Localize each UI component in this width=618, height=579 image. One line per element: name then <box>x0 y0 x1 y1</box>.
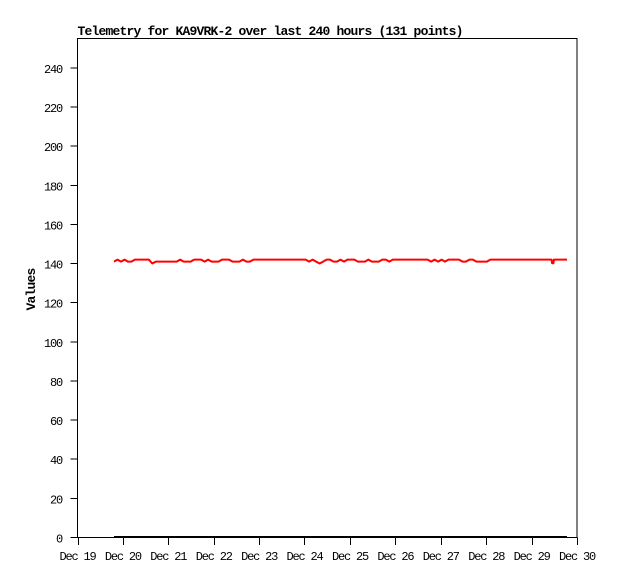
svg-text:160: 160 <box>44 219 63 233</box>
svg-text:100: 100 <box>44 337 63 351</box>
svg-text:Dec 19: Dec 19 <box>59 550 96 564</box>
svg-text:Dec 25: Dec 25 <box>332 550 369 564</box>
svg-text:Dec 22: Dec 22 <box>196 550 233 564</box>
svg-text:0: 0 <box>56 533 63 547</box>
svg-text:Values: Values <box>24 268 39 311</box>
svg-text:Dec 28: Dec 28 <box>468 550 505 564</box>
svg-text:Dec 27: Dec 27 <box>423 550 460 564</box>
svg-text:Dec 23: Dec 23 <box>241 550 278 564</box>
svg-text:140: 140 <box>44 259 63 273</box>
svg-text:Telemetry for KA9VRK-2 over la: Telemetry for KA9VRK-2 over last 240 hou… <box>78 24 463 39</box>
svg-text:200: 200 <box>44 141 63 155</box>
svg-text:Dec 30: Dec 30 <box>559 550 596 564</box>
svg-text:20: 20 <box>50 493 63 507</box>
svg-text:Dec 21: Dec 21 <box>150 550 187 564</box>
svg-text:180: 180 <box>44 180 63 194</box>
svg-text:220: 220 <box>44 102 63 116</box>
svg-text:Dec 29: Dec 29 <box>514 550 551 564</box>
svg-text:Dec 20: Dec 20 <box>105 550 142 564</box>
svg-text:60: 60 <box>50 415 63 429</box>
svg-text:40: 40 <box>50 454 63 468</box>
svg-text:120: 120 <box>44 298 63 312</box>
svg-text:240: 240 <box>44 63 63 77</box>
svg-text:80: 80 <box>50 376 63 390</box>
svg-text:Dec 24: Dec 24 <box>286 550 323 564</box>
svg-text:Dec 26: Dec 26 <box>377 550 414 564</box>
